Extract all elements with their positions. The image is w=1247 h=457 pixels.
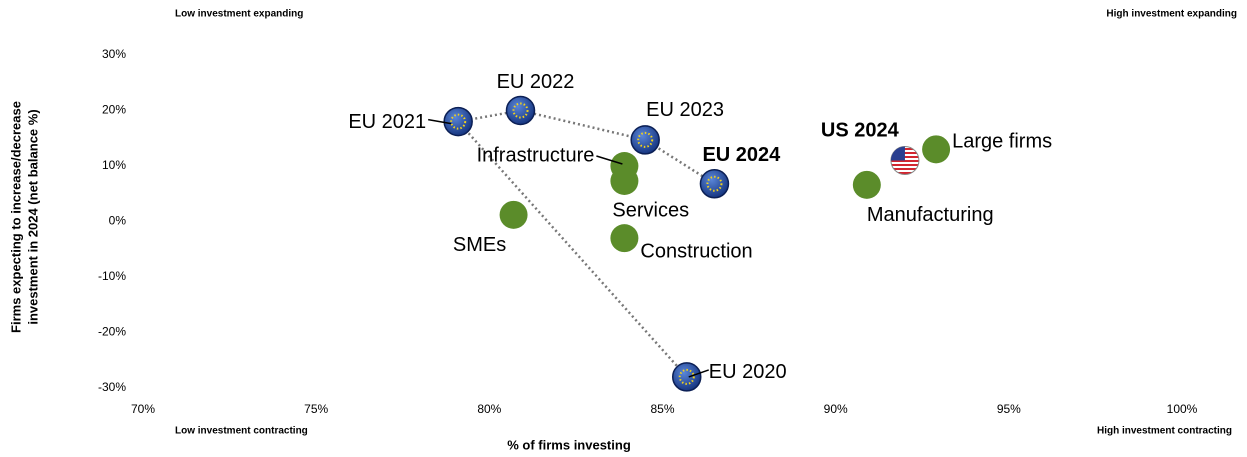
segment-marker: [610, 166, 639, 195]
x-tick-label: 75%: [304, 402, 328, 416]
point-label: Infrastructure: [477, 144, 595, 166]
point-label: EU 2021: [348, 111, 426, 133]
y-tick-label: -10%: [98, 269, 126, 283]
eu-stars: [706, 175, 723, 192]
segment-marker: [610, 224, 639, 253]
y-tick-label: -20%: [98, 325, 126, 339]
point-label: EU 2022: [497, 71, 575, 93]
eu-marker: [699, 169, 730, 199]
point-label: EU 2024: [702, 144, 781, 166]
point-label: Large firms: [952, 131, 1052, 153]
point-label: EU 2020: [709, 361, 787, 383]
segment-marker: [852, 170, 881, 199]
eu-marker: [443, 106, 473, 137]
y-tick-label: 20%: [102, 103, 126, 117]
x-axis-title: % of firms investing: [507, 437, 631, 452]
leader-line: [596, 155, 623, 165]
y-axis-title: Firms expecting to increase/decrease: [8, 101, 23, 333]
leader-line: [428, 118, 452, 125]
point-label: US 2024: [821, 120, 900, 142]
segment-marker: [922, 135, 951, 164]
eu-stars: [637, 131, 654, 148]
corner-label: High investment expanding: [1106, 9, 1237, 20]
y-tick-label: 30%: [102, 47, 126, 61]
x-tick-label: 85%: [650, 402, 674, 416]
x-tick-label: 70%: [131, 402, 155, 416]
eu-marker: [671, 362, 702, 392]
leader-line: [688, 369, 709, 378]
eu-stars: [512, 102, 529, 119]
y-axis-title: investment in 2024 (net balance %): [25, 109, 40, 324]
corner-label: High investment contracting: [1097, 426, 1232, 437]
eu-marker: [630, 125, 660, 155]
x-tick-label: 95%: [997, 402, 1021, 416]
segment-marker: [499, 200, 528, 229]
us-canton: [890, 146, 905, 161]
point-label: Services: [612, 199, 689, 221]
eu-marker: [505, 95, 536, 126]
corner-label: Low investment expanding: [175, 9, 303, 20]
point-label: Construction: [640, 240, 752, 262]
x-tick-label: 100%: [1167, 402, 1198, 416]
point-label: SMEs: [453, 234, 506, 256]
y-tick-label: 10%: [102, 158, 126, 172]
eu-stars: [678, 368, 695, 385]
point-label: EU 2023: [646, 99, 724, 121]
eu-stars: [450, 113, 467, 130]
point-label: Manufacturing: [867, 204, 994, 226]
y-tick-label: -30%: [98, 380, 126, 394]
x-tick-label: 80%: [477, 402, 501, 416]
corner-label: Low investment contracting: [175, 426, 308, 437]
y-tick-label: 0%: [109, 214, 127, 228]
x-tick-label: 90%: [824, 402, 848, 416]
